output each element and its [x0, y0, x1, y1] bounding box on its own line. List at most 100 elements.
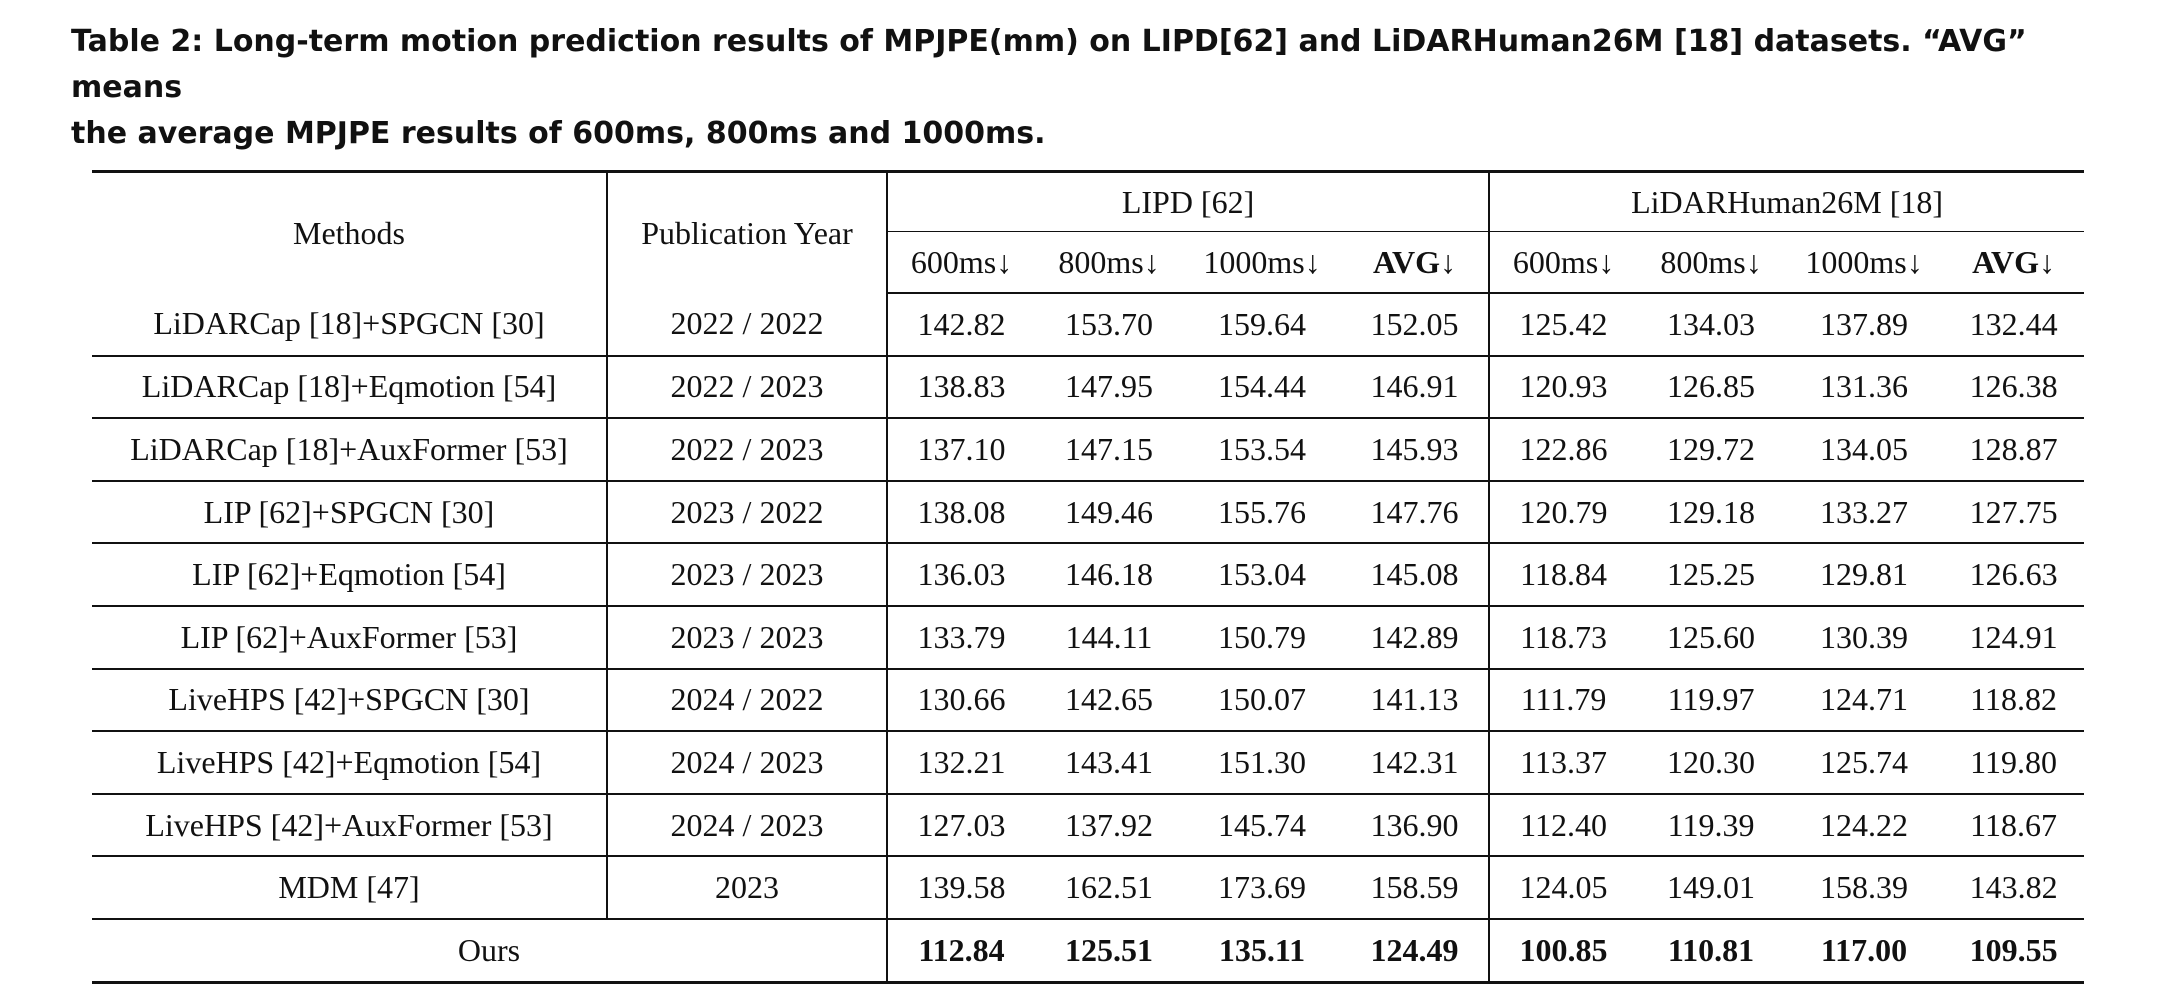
header-col-600ms: 600ms↓ [1489, 231, 1638, 294]
year-cell: 2024 / 2023 [607, 731, 888, 795]
method-cell: LiveHPS [42]+Eqmotion [54] [92, 731, 608, 795]
value-cell: 153.70 [1035, 293, 1183, 357]
value-cell: 153.04 [1183, 543, 1341, 607]
header-col-600ms: 600ms↓ [887, 231, 1035, 294]
header-col-800ms: 800ms↓ [1637, 231, 1786, 294]
value-cell: 124.71 [1785, 668, 1944, 733]
value-cell: 119.80 [1943, 731, 2085, 795]
header-col-800ms: 800ms↓ [1035, 231, 1183, 294]
method-cell: LIP [62]+AuxFormer [53] [92, 605, 608, 670]
table-row: LIP [62]+AuxFormer [53] 2023 / 2023 133.… [92, 605, 2085, 670]
value-cell: 142.89 [1341, 605, 1491, 670]
value-cell: 129.18 [1637, 480, 1786, 545]
table-row: LIP [62]+Eqmotion [54] 2023 / 2023 136.0… [92, 543, 2085, 607]
caption-line-1: Table 2: Long-term motion prediction res… [71, 24, 2027, 105]
header-group-lidarhuman26m: LiDARHuman26M [18] [1489, 171, 2085, 232]
value-cell: 130.66 [887, 668, 1035, 733]
table-row: LiDARCap [18]+Eqmotion [54] 2022 / 2023 … [92, 355, 2085, 420]
value-cell: 143.41 [1035, 731, 1183, 795]
value-cell: 150.79 [1183, 605, 1341, 670]
value-cell: 133.27 [1785, 480, 1944, 545]
value-cell: 159.64 [1183, 293, 1341, 357]
value-cell: 154.44 [1183, 355, 1341, 420]
year-cell: 2023 / 2022 [607, 480, 888, 545]
value-cell: 132.21 [887, 731, 1035, 795]
value-cell: 120.93 [1489, 355, 1638, 420]
value-cell: 136.90 [1341, 793, 1491, 858]
results-table: Methods Publication Year LIPD [62] LiDAR… [92, 170, 2085, 984]
value-cell: 137.89 [1785, 293, 1944, 357]
value-cell: 137.92 [1035, 793, 1183, 858]
ours-value-cell: 124.49 [1341, 918, 1491, 983]
value-cell: 147.95 [1035, 355, 1183, 420]
year-cell: 2024 / 2022 [607, 668, 888, 733]
value-cell: 150.07 [1183, 668, 1341, 733]
ours-value-cell: 125.51 [1065, 931, 1153, 968]
header-col-1000ms: 1000ms↓ [1785, 231, 1944, 294]
value-cell: 144.11 [1035, 605, 1183, 670]
header-col-avg: AVG↓ [1341, 231, 1491, 294]
year-cell: 2023 / 2023 [607, 543, 888, 607]
header-col-1000ms: 1000ms↓ [1183, 231, 1341, 294]
year-cell: 2022 / 2023 [607, 418, 888, 482]
value-cell: 122.86 [1489, 418, 1638, 482]
value-cell: 113.37 [1489, 731, 1638, 795]
method-cell: LiDARCap [18]+SPGCN [30] [92, 293, 608, 357]
value-cell: 118.67 [1943, 793, 2085, 858]
year-cell: 2022 / 2022 [607, 293, 888, 357]
value-cell: 125.25 [1637, 543, 1786, 607]
value-cell: 124.22 [1785, 793, 1944, 858]
value-cell: 131.36 [1785, 355, 1944, 420]
value-cell: 142.65 [1035, 668, 1183, 733]
value-cell: 132.44 [1943, 293, 2085, 357]
header-row-1: Methods Publication Year LIPD [62] LiDAR… [92, 171, 2085, 293]
value-cell: 118.82 [1943, 668, 2085, 733]
value-cell: 129.72 [1637, 418, 1786, 482]
ours-value-cell: 110.81 [1667, 931, 1755, 968]
value-cell: 126.38 [1943, 355, 2085, 420]
header-row-2: 600ms↓ 800ms↓ 1000ms↓ AVG↓ 600ms↓ 800ms↓… [92, 231, 2085, 294]
value-cell: 118.84 [1489, 543, 1638, 607]
value-cell: 153.54 [1183, 418, 1341, 482]
ours-value-cell: 112.84 [918, 931, 1005, 968]
value-cell: 155.76 [1183, 480, 1341, 545]
value-cell: 158.59 [1341, 856, 1491, 920]
ours-value-cell: 100.85 [1519, 931, 1608, 968]
value-cell: 136.03 [887, 543, 1035, 607]
method-cell: LiveHPS [42]+AuxFormer [53] [92, 793, 608, 858]
method-cell: LiveHPS [42]+SPGCN [30] [92, 668, 608, 733]
value-cell: 173.69 [1183, 856, 1341, 920]
value-cell: 126.63 [1943, 543, 2085, 607]
header-methods: Methods [92, 171, 608, 293]
header-publication-year: Publication Year [607, 171, 888, 293]
value-cell: 151.30 [1183, 731, 1341, 795]
value-cell: 147.15 [1035, 418, 1183, 482]
value-cell: 139.58 [887, 856, 1035, 920]
value-cell: 127.03 [887, 793, 1035, 858]
ours-row: Ours 112.84 125.51 135.11 124.49 100.85 … [92, 918, 2084, 983]
results-table-wrapper: Methods Publication Year LIPD [62] LiDAR… [92, 170, 2085, 984]
table-row: LiveHPS [42]+Eqmotion [54] 2024 / 2023 1… [92, 731, 2085, 795]
value-cell: 149.46 [1035, 480, 1183, 545]
table-row: LIP [62]+SPGCN [30] 2023 / 2022 138.08 1… [92, 480, 2085, 545]
value-cell: 133.79 [887, 605, 1035, 670]
value-cell: 111.79 [1489, 668, 1638, 733]
value-cell: 146.18 [1035, 543, 1183, 607]
value-cell: 129.81 [1785, 543, 1944, 607]
ours-value-cell: 135.11 [1218, 931, 1306, 968]
value-cell: 158.39 [1785, 856, 1944, 920]
value-cell: 162.51 [1035, 856, 1183, 920]
value-cell: 125.42 [1489, 293, 1638, 357]
year-cell: 2023 / 2023 [607, 605, 888, 670]
caption-line-2: the average MPJPE results of 600ms, 800m… [71, 116, 1046, 151]
year-cell: 2023 [607, 856, 888, 920]
value-cell: 145.93 [1341, 418, 1491, 482]
ours-value-cell: 109.55 [1969, 931, 2058, 968]
table-caption: Table 2: Long-term motion prediction res… [71, 19, 2111, 157]
value-cell: 149.01 [1637, 856, 1786, 920]
method-cell: LiDARCap [18]+Eqmotion [54] [92, 355, 608, 420]
value-cell: 142.82 [887, 293, 1035, 357]
value-cell: 124.05 [1489, 856, 1638, 920]
table-row: LiDARCap [18]+AuxFormer [53] 2022 / 2023… [92, 418, 2085, 482]
value-cell: 128.87 [1943, 418, 2085, 482]
